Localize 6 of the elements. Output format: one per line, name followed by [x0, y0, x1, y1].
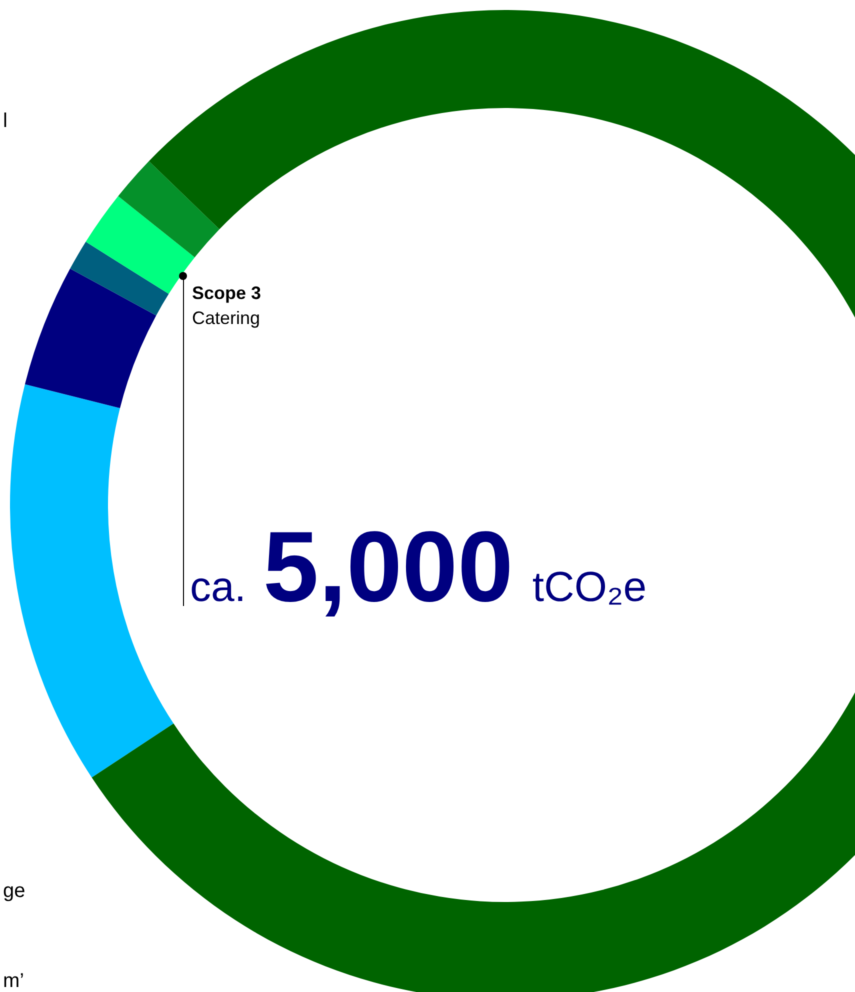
- text: m’: [3, 970, 24, 992]
- slice-label: Catering: [192, 308, 260, 329]
- text: l: [3, 110, 8, 133]
- text: ge: [3, 880, 26, 903]
- text: Scope 3: [192, 283, 262, 304]
- text: ca. 5,000 tCO₂e: [190, 511, 647, 623]
